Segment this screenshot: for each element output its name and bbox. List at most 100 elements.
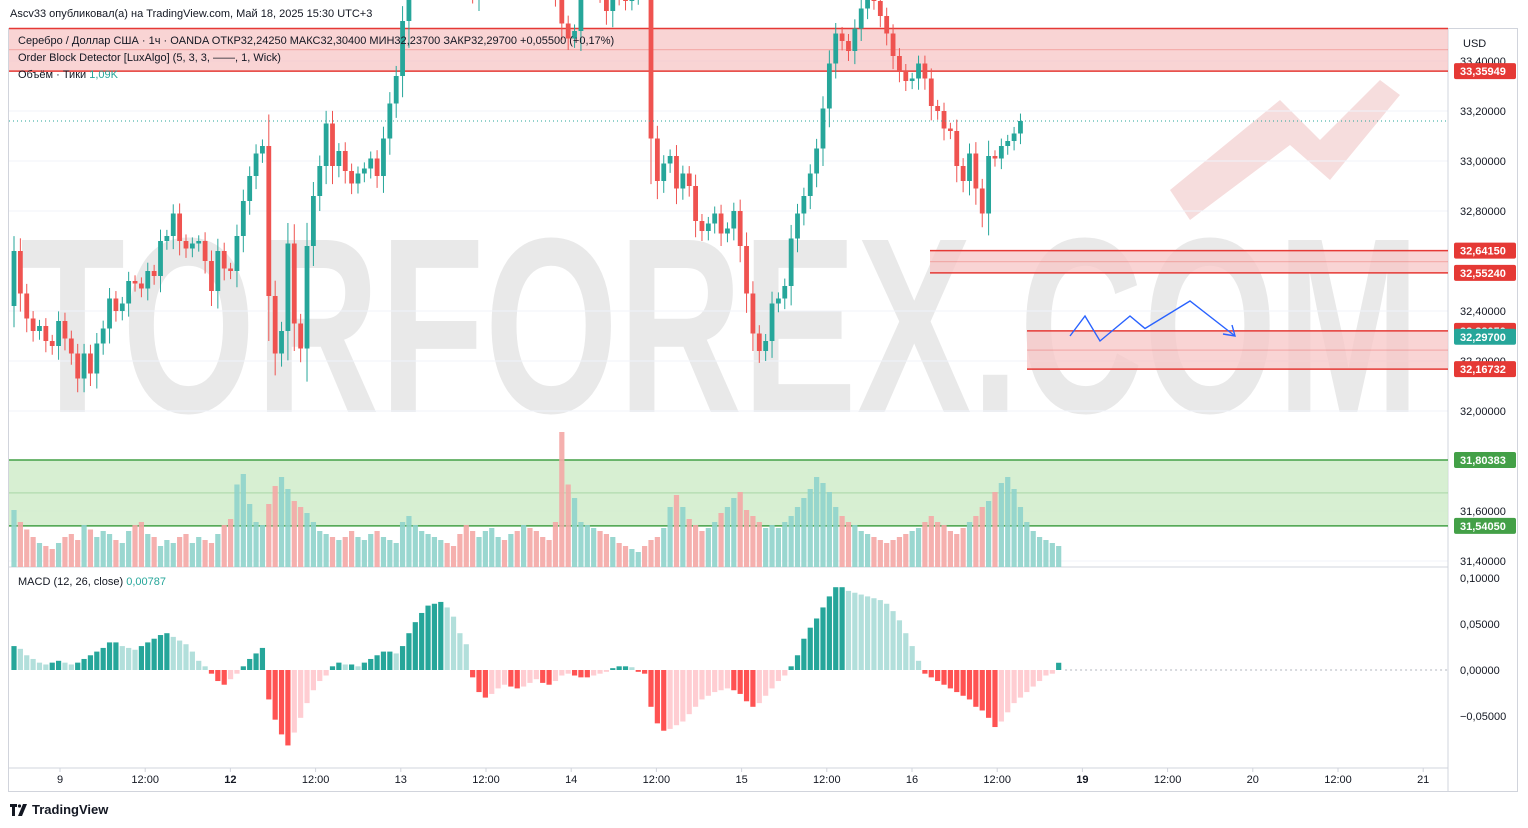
macd-bar (571, 670, 578, 676)
candle-bullish (310, 196, 316, 246)
macd-bar (380, 651, 387, 670)
macd-bar (890, 611, 896, 670)
volume-bar (699, 531, 705, 567)
currency-label: USD (1463, 38, 1487, 50)
candle-bullish (865, 0, 870, 9)
macd-bar (132, 649, 138, 670)
macd-histogram (11, 587, 1448, 746)
candle-bullish (807, 173, 813, 196)
candle-bearish (756, 333, 762, 351)
volume-bar (164, 540, 170, 567)
volume-bar (603, 534, 610, 567)
macd-legend[interactable]: MACD (12, 26, close) 0,00787 (18, 576, 166, 588)
candle-bearish (298, 323, 304, 349)
indicator-legend[interactable]: Order Block Detector [LuxAlgo] (5, 3, 3,… (18, 52, 281, 64)
macd-bar (565, 670, 571, 674)
macd-bar (221, 670, 227, 685)
volume-bar (661, 528, 667, 567)
price-label-text: 32,55240 (1460, 268, 1506, 280)
macd-bar (1056, 662, 1062, 670)
footer-brand[interactable]: TradingView (10, 802, 108, 817)
macd-bar (62, 662, 68, 670)
price-tick-label: 31,60000 (1460, 506, 1506, 518)
candle-bullish (247, 176, 253, 201)
price-tick-label: 32,80000 (1460, 206, 1506, 218)
price-label-badge (1454, 264, 1516, 281)
volume-bar (425, 534, 431, 567)
candle-bullish (56, 321, 61, 346)
macd-bar (616, 666, 622, 670)
macd-axis[interactable]: 0,10000 0,05000 0,00000 −0,05000 (1460, 573, 1506, 723)
macd-bar (247, 658, 253, 670)
candle-bearish (973, 153, 979, 189)
macd-bar (737, 670, 743, 694)
macd-bar (323, 670, 329, 676)
candle-bullish (909, 78, 915, 81)
time-axis[interactable]: 9 12:00 12 12:00 13 12:00 14 12:00 15 12:00 16 12:0… (57, 768, 1429, 786)
macd-bar (610, 668, 616, 670)
candle-bullish (680, 173, 686, 189)
macd-bar (750, 670, 756, 707)
volume-bar (399, 522, 406, 567)
candle-bullish (776, 298, 781, 304)
time-tick-label: 16 (906, 774, 918, 786)
price-label-text: 33,35949 (1460, 66, 1506, 78)
price-label-badge (1454, 242, 1516, 259)
macd-bar (680, 670, 686, 722)
symbol-legend[interactable]: Серебро / Доллар США · 1ч · OANDA ОТКР32… (18, 35, 614, 47)
volume-bar (450, 546, 457, 567)
macd-bar (298, 670, 304, 718)
macd-bar (629, 667, 635, 670)
macd-bar (935, 670, 941, 682)
candle-bearish (877, 0, 883, 16)
watermark-arrow (1170, 80, 1400, 220)
macd-bar (419, 612, 425, 670)
volume-bar (106, 534, 113, 567)
price-label-text: 32,29700 (1460, 332, 1506, 344)
volume-bar (673, 495, 680, 567)
candle-bullish (967, 153, 972, 181)
macd-tick-label: 0,00000 (1460, 665, 1500, 677)
time-tick-label: 20 (1247, 774, 1259, 786)
volume-bar (119, 543, 125, 567)
volume-bar (616, 543, 622, 567)
candle-bearish (139, 283, 144, 289)
candle-bullish (731, 211, 737, 229)
price-label-badge (1454, 361, 1516, 378)
candle-bearish (604, 0, 609, 11)
volume-bar (514, 531, 520, 567)
volume-bar (858, 531, 864, 567)
macd-bar (954, 670, 960, 693)
candle-bullish (234, 236, 240, 271)
currency-button[interactable]: USD (1463, 38, 1486, 50)
volume-bar (202, 540, 208, 567)
candle-bearish (839, 33, 845, 41)
candle-bearish (654, 138, 660, 181)
volume-bar (540, 537, 546, 567)
volume-bar (692, 525, 699, 567)
candle-bearish (935, 106, 941, 111)
volume-bar (979, 507, 985, 567)
candle-bearish (68, 338, 74, 354)
candle-bullish (285, 243, 291, 331)
price-axis[interactable]: 33,4000033,2000033,0000032,8000032,40000… (1454, 56, 1516, 568)
volume-bar (845, 522, 852, 567)
candle-bullish (400, 21, 405, 76)
publish-bar: Ascv33 опубликовал(а) на TradingView.com… (0, 0, 1528, 28)
volume-bar (170, 543, 176, 567)
macd-bar (285, 670, 291, 746)
macd-bar (814, 618, 820, 670)
volume-bar (291, 501, 297, 567)
volume-legend[interactable]: Объём · Тики 1,09K (18, 69, 118, 81)
volume-bar (310, 522, 316, 567)
macd-bar (11, 646, 17, 670)
volume-bar (304, 513, 310, 567)
candle-bullish (368, 158, 374, 169)
price-label-text: 31,80383 (1460, 455, 1506, 467)
macd-bar (986, 670, 992, 718)
macd-bar (1011, 670, 1017, 704)
macd-bar (412, 622, 418, 670)
macd-bar (253, 653, 259, 670)
macd-bar (903, 633, 909, 670)
